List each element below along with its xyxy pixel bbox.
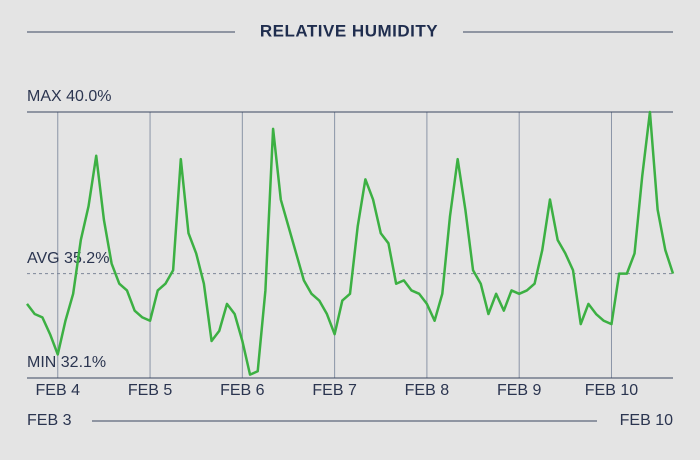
y-tick-label: MAX 40.0% (27, 88, 111, 105)
x-tick-label: FEB 5 (128, 382, 173, 399)
x-tick-label: FEB 9 (497, 382, 542, 399)
x-tick-label: FEB 10 (585, 382, 638, 399)
range-end: FEB 10 (620, 412, 673, 429)
x-tick-label: FEB 8 (405, 382, 450, 399)
y-tick-label: AVG 35.2% (27, 250, 109, 267)
chart-title: RELATIVE HUMIDITY (260, 21, 438, 40)
data-line (26, 110, 675, 376)
y-tick-label: MIN 32.1% (27, 354, 106, 371)
x-tick-label: FEB 7 (312, 382, 357, 399)
range-start: FEB 3 (27, 412, 72, 429)
x-tick-label: FEB 6 (220, 382, 265, 399)
x-tick-label: FEB 4 (36, 382, 81, 399)
